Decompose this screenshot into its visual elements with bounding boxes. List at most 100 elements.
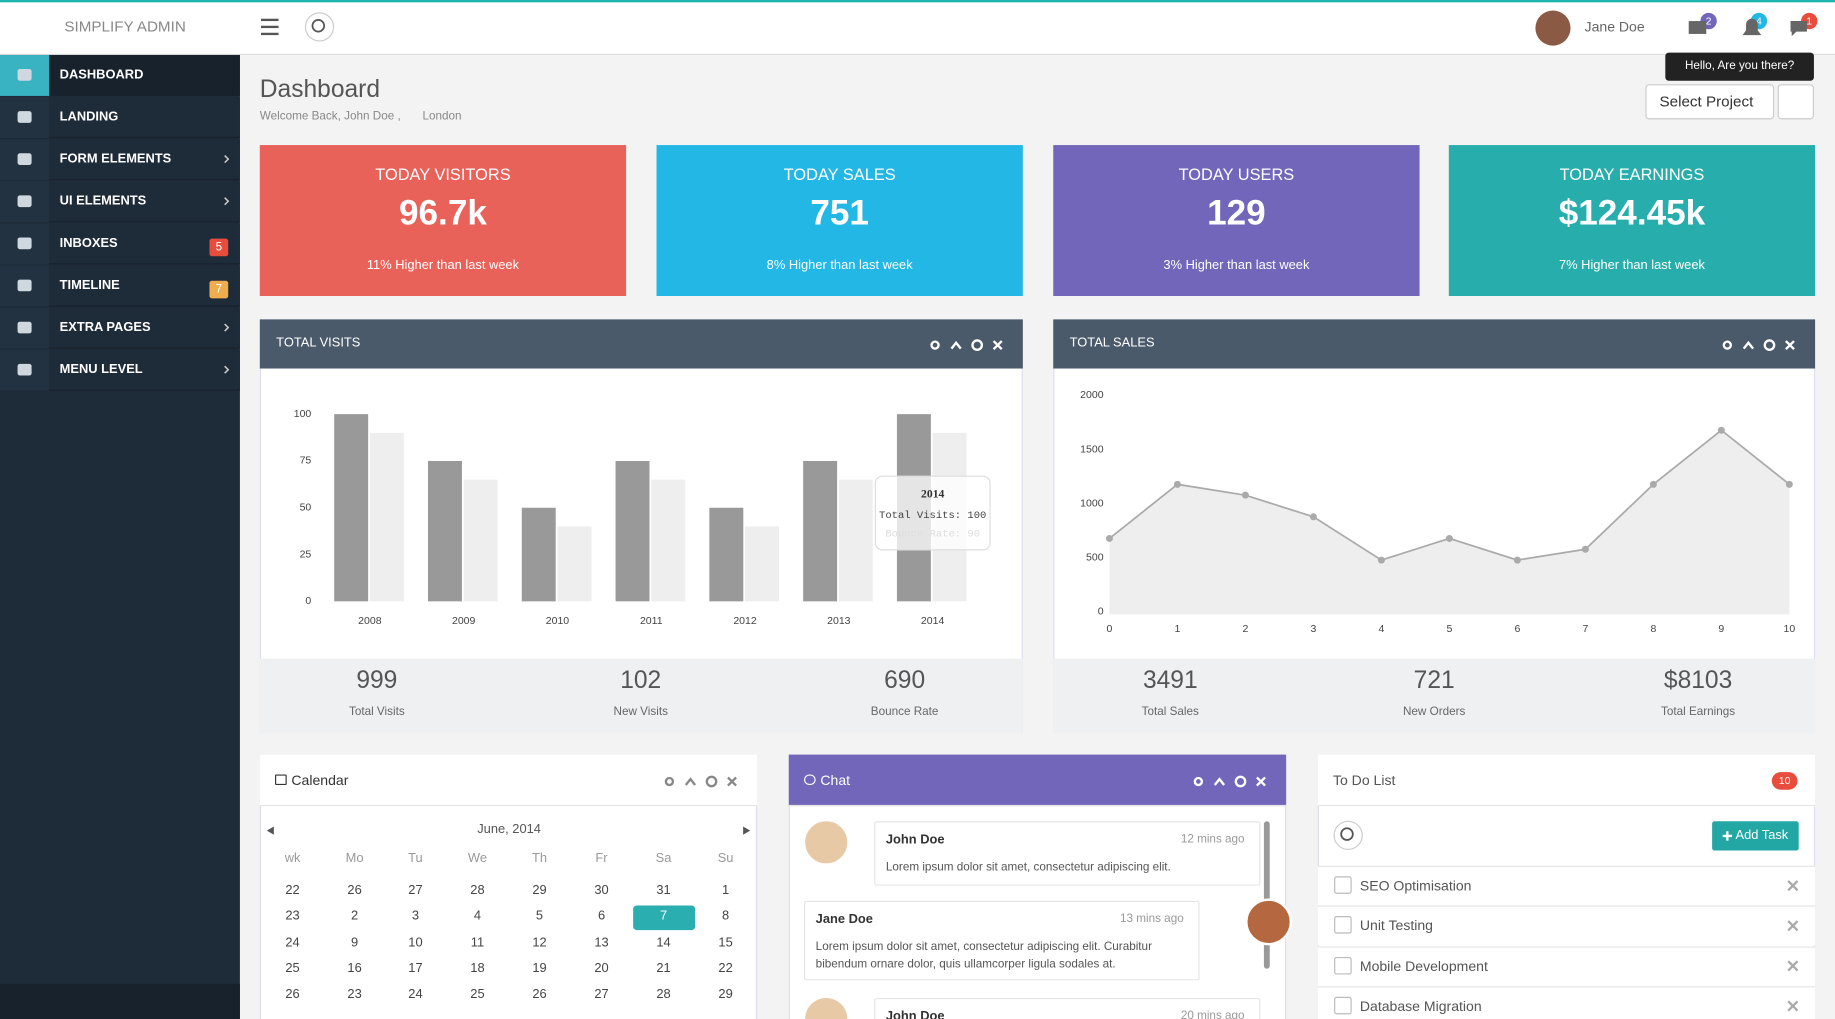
todo-label: Mobile Development	[1359, 957, 1488, 975]
menu-icon	[17, 195, 32, 208]
day[interactable]: 29	[532, 883, 547, 898]
day[interactable]: 31	[656, 883, 671, 898]
day[interactable]: 13	[594, 935, 609, 950]
week-number: 24	[285, 935, 300, 950]
day[interactable]: 3	[411, 909, 420, 924]
todo-label: Unit Testing	[1359, 917, 1433, 934]
day[interactable]: 26	[532, 987, 547, 1002]
menu-label[interactable]: LANDING	[59, 109, 119, 125]
day[interactable]: 11	[470, 935, 485, 950]
day[interactable]: 24	[408, 987, 423, 1002]
day[interactable]: 1	[721, 883, 730, 898]
message	[874, 821, 1261, 886]
stat-label: Total Sales	[1141, 705, 1199, 719]
calendar-month: June, 2014	[477, 822, 541, 837]
panel-header	[259, 754, 758, 807]
card-value: 129	[1207, 194, 1266, 233]
day[interactable]: 17	[408, 961, 423, 976]
day[interactable]: 7	[659, 909, 668, 924]
stat-card	[1053, 145, 1420, 296]
stat-card	[1448, 145, 1816, 296]
menu-label[interactable]: TIMELINE	[59, 278, 120, 293]
day[interactable]: 23	[347, 987, 362, 1002]
day[interactable]: 8	[721, 909, 730, 924]
weekday: Su	[717, 851, 734, 866]
stat-label: Bounce Rate	[870, 705, 939, 719]
panel-title: Calendar	[291, 772, 349, 789]
time: 20 mins ago	[1180, 1009, 1245, 1019]
day[interactable]: 21	[656, 961, 671, 976]
brand[interactable]: SIMPLIFY ADMIN	[64, 17, 186, 36]
weekday: Th	[531, 851, 548, 866]
day[interactable]: 20	[594, 961, 609, 976]
todo-item	[1317, 986, 1816, 1019]
todo-count: 10	[1771, 772, 1798, 790]
select-project[interactable]: Select Project	[1645, 84, 1775, 120]
weekday: We	[467, 851, 488, 866]
panel-title: Chat	[820, 772, 851, 789]
stat-value: 999	[356, 666, 398, 694]
day[interactable]: 2	[351, 909, 359, 924]
day[interactable]: 28	[656, 987, 671, 1002]
day[interactable]: 10	[408, 935, 423, 950]
day[interactable]: 30	[594, 883, 609, 898]
todo-item	[1317, 945, 1816, 986]
day[interactable]: 4	[473, 909, 482, 924]
day[interactable]: 18	[470, 961, 485, 976]
badge: 4	[1750, 12, 1768, 30]
message-text: Lorem ipsum dolor sit amet, consectetur …	[885, 861, 1171, 874]
day[interactable]: 22	[718, 961, 733, 976]
add-task[interactable]: Add Task	[1712, 821, 1799, 851]
day[interactable]: 16	[347, 961, 362, 976]
stat-value: 102	[620, 666, 662, 694]
stat-label: Total Visits	[348, 705, 405, 719]
day[interactable]: 26	[347, 883, 362, 898]
user-name[interactable]: Jane Doe	[1584, 18, 1645, 36]
week-number: 22	[285, 883, 300, 898]
checkbox[interactable]	[1334, 876, 1352, 894]
checkbox[interactable]	[1334, 996, 1352, 1015]
panel-title: TOTAL VISITS	[276, 335, 361, 350]
day[interactable]: 29	[718, 987, 733, 1002]
menu-icon	[17, 363, 32, 376]
day[interactable]: 25	[470, 987, 485, 1002]
day[interactable]: 27	[594, 987, 609, 1002]
menu-icon	[17, 153, 32, 165]
day[interactable]: 19	[532, 961, 547, 976]
stat-value: 690	[884, 666, 926, 694]
settings-button[interactable]	[1777, 84, 1814, 120]
time: 12 mins ago	[1180, 832, 1245, 846]
panel-icon	[275, 774, 287, 786]
tooltip: Hello, Are you there?	[1665, 52, 1814, 81]
menu-label[interactable]: DASHBOARD	[59, 67, 144, 82]
menu-label[interactable]: MENU LEVEL	[59, 362, 143, 377]
day[interactable]: 14	[656, 935, 671, 950]
menu-badge: 5	[209, 238, 229, 257]
stat-label: New Orders	[1402, 705, 1466, 719]
day[interactable]: 27	[408, 883, 423, 898]
panel-footer	[1053, 658, 1816, 734]
card-title: TODAY VISITORS	[375, 164, 511, 184]
day[interactable]: 5	[535, 909, 544, 924]
day[interactable]: 12	[532, 935, 547, 950]
menu-badge: 7	[209, 280, 229, 299]
card-title: TODAY USERS	[1178, 164, 1295, 184]
stat-value: 721	[1413, 666, 1455, 694]
page-title: Dashboard	[259, 76, 381, 103]
card-note: 3% Higher than last week	[1163, 258, 1310, 273]
menu-label[interactable]: FORM ELEMENTS	[59, 152, 172, 167]
day[interactable]: 15	[718, 935, 733, 950]
card-value: 751	[810, 194, 869, 233]
day[interactable]: 6	[597, 909, 606, 924]
weekday: Tu	[408, 851, 423, 866]
day[interactable]: 9	[351, 935, 359, 950]
checkbox[interactable]	[1334, 916, 1352, 934]
menu-icon	[17, 279, 32, 292]
checkbox[interactable]	[1334, 956, 1352, 975]
menu-label[interactable]: UI ELEMENTS	[59, 194, 147, 209]
menu-label[interactable]: INBOXES	[59, 236, 118, 251]
stat-value: 3491	[1142, 666, 1198, 694]
day[interactable]: 28	[470, 883, 485, 898]
menu-label[interactable]: EXTRA PAGES	[59, 320, 151, 335]
todo-item	[1317, 865, 1816, 906]
